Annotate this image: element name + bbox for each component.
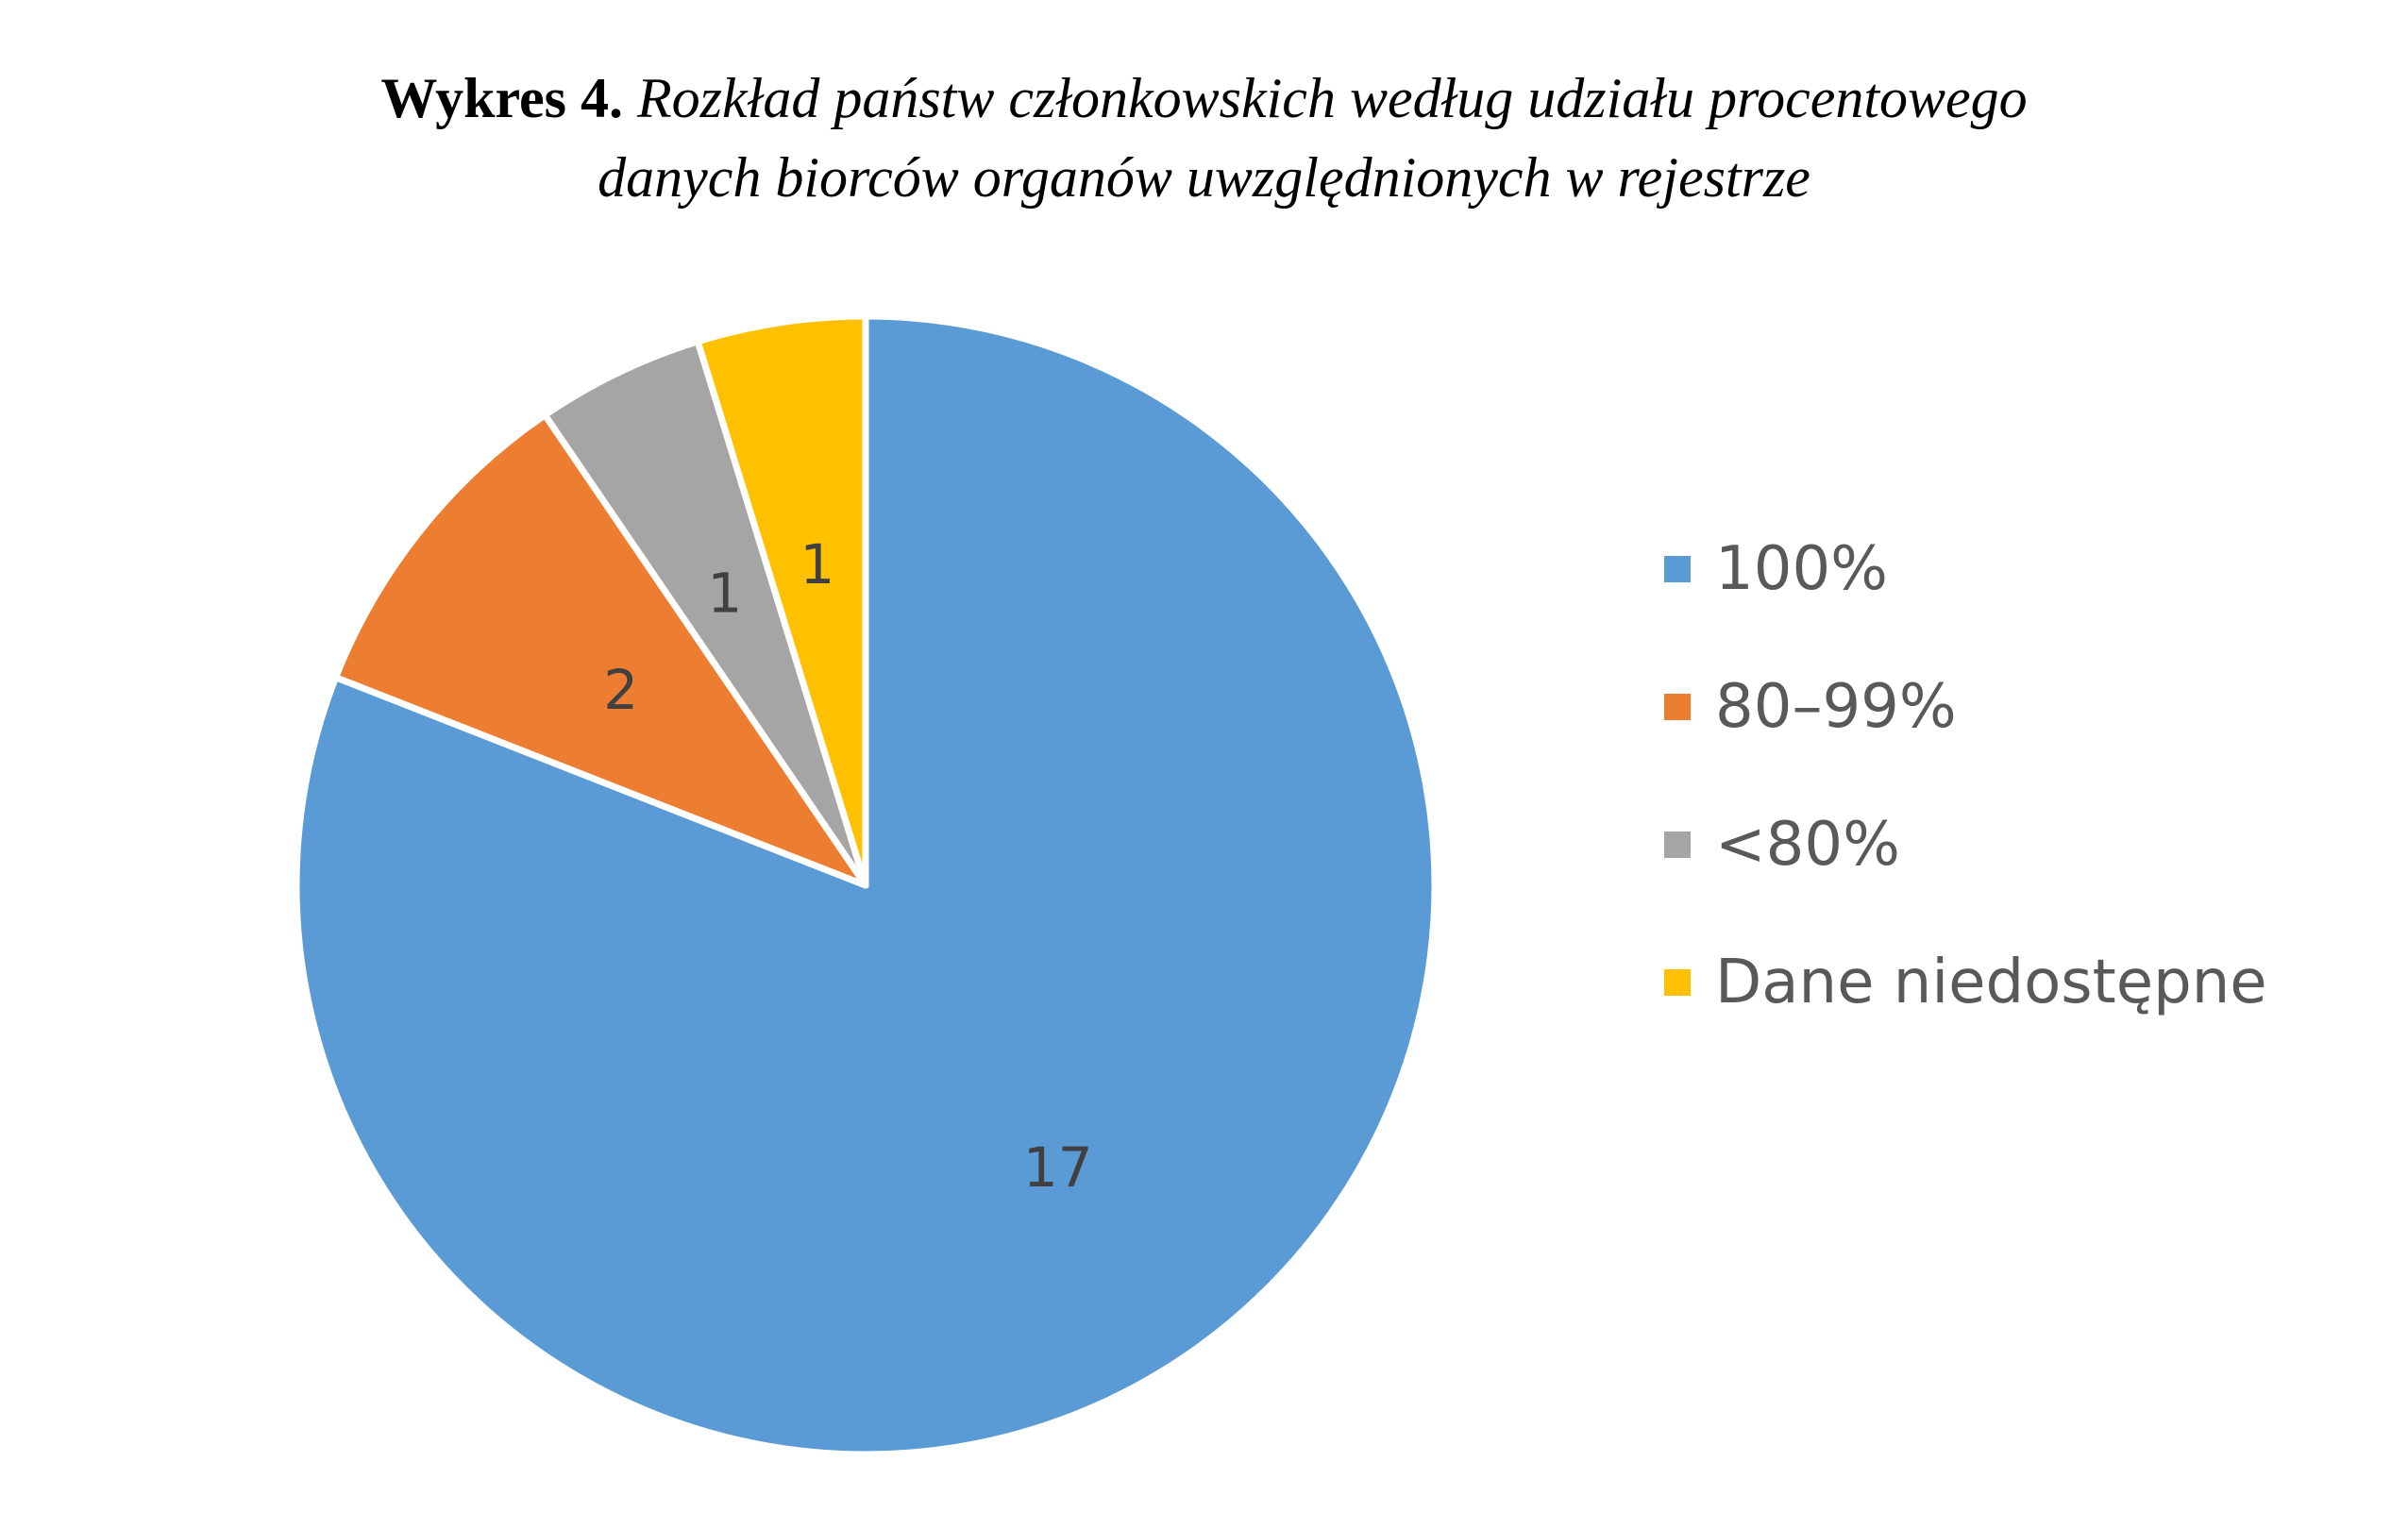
legend-label: 80–99% [1715, 672, 1957, 742]
legend-swatch [1664, 694, 1691, 720]
pie-data-label: 17 [1023, 1135, 1093, 1200]
legend-item: 100% [1664, 500, 2267, 638]
pie-data-label: 1 [800, 532, 834, 596]
pie-data-label: 2 [603, 658, 638, 722]
legend-swatch [1664, 556, 1691, 582]
chart-title-line-2: danych biorców organów uwzględnionych w … [598, 146, 1810, 209]
legend-label: 100% [1715, 534, 1888, 604]
pie-data-label: 1 [707, 561, 742, 625]
legend-item: 80–99% [1664, 638, 2267, 776]
chart-title-prefix: Wykres 4. [380, 67, 624, 129]
pie-data-labels: 17 2 1 1 [603, 532, 1092, 1200]
pie-slice [332, 412, 869, 889]
pie-slices [293, 312, 1439, 1458]
legend-label: <80% [1715, 810, 1900, 880]
chart-title-text-1: Rozkład państw członkowskich według udzi… [637, 67, 2028, 129]
chart-legend: 100% 80–99% <80% Dane niedostępne [1664, 500, 2267, 1051]
legend-item: Dane niedostępne [1664, 914, 2267, 1051]
pie-slice [694, 312, 869, 889]
legend-label: Dane niedostępne [1715, 948, 2267, 1017]
chart-title: Wykres 4. Rozkład państw członkowskich w… [0, 59, 2408, 217]
legend-swatch [1664, 832, 1691, 858]
pie-slice [293, 312, 1439, 1458]
legend-swatch [1664, 969, 1691, 996]
chart-title-line-1: Wykres 4. Rozkład państw członkowskich w… [0, 59, 2408, 138]
legend-item: <80% [1664, 776, 2267, 914]
